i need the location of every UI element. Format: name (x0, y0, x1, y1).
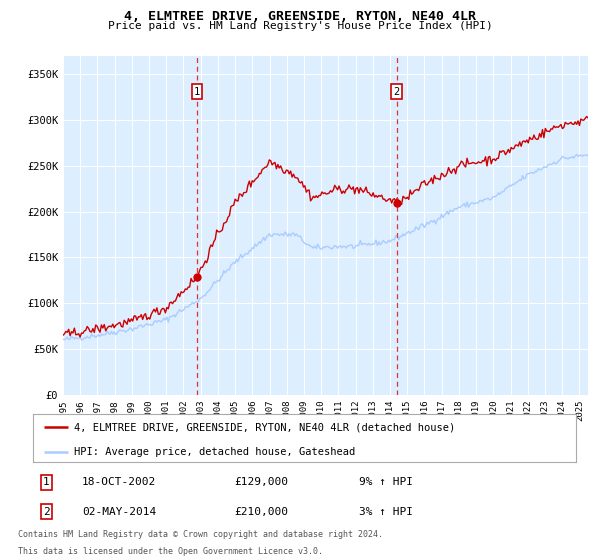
Text: £210,000: £210,000 (234, 507, 288, 516)
Text: 3% ↑ HPI: 3% ↑ HPI (359, 507, 413, 516)
Text: 4, ELMTREE DRIVE, GREENSIDE, RYTON, NE40 4LR: 4, ELMTREE DRIVE, GREENSIDE, RYTON, NE40… (124, 10, 476, 23)
Text: 1: 1 (194, 87, 200, 96)
Text: 4, ELMTREE DRIVE, GREENSIDE, RYTON, NE40 4LR (detached house): 4, ELMTREE DRIVE, GREENSIDE, RYTON, NE40… (74, 422, 455, 432)
Text: 2: 2 (394, 87, 400, 96)
Text: £129,000: £129,000 (234, 478, 288, 487)
Text: 02-MAY-2014: 02-MAY-2014 (82, 507, 156, 516)
Text: Price paid vs. HM Land Registry's House Price Index (HPI): Price paid vs. HM Land Registry's House … (107, 21, 493, 31)
Text: 18-OCT-2002: 18-OCT-2002 (82, 478, 156, 487)
Text: 2: 2 (43, 507, 50, 516)
Text: HPI: Average price, detached house, Gateshead: HPI: Average price, detached house, Gate… (74, 446, 355, 456)
Text: This data is licensed under the Open Government Licence v3.0.: This data is licensed under the Open Gov… (18, 547, 323, 556)
Text: Contains HM Land Registry data © Crown copyright and database right 2024.: Contains HM Land Registry data © Crown c… (18, 530, 383, 539)
Text: 9% ↑ HPI: 9% ↑ HPI (359, 478, 413, 487)
Text: 1: 1 (43, 478, 50, 487)
